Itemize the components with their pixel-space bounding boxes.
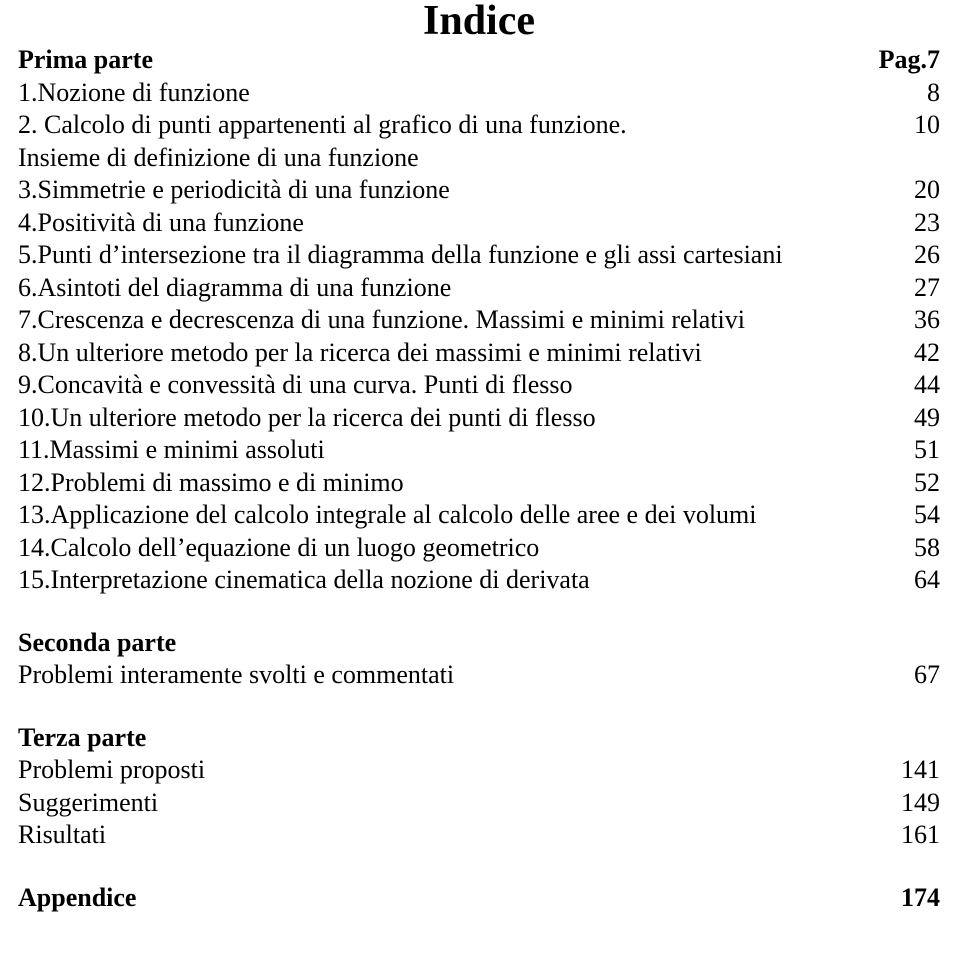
toc-row: 2. Calcolo di punti appartenenti al graf… (18, 109, 940, 142)
toc-label: 13.Applicazione del calcolo integrale al… (18, 499, 914, 532)
toc-row: Seconda parte (18, 627, 940, 660)
toc-page: 26 (914, 239, 940, 272)
toc-row: Suggerimenti149 (18, 787, 940, 820)
toc-row: 9.Concavità e convessità di una curva. P… (18, 369, 940, 402)
toc-label: 2. Calcolo di punti appartenenti al graf… (18, 109, 914, 142)
toc-label: 14.Calcolo dell’equazione di un luogo ge… (18, 532, 914, 565)
toc-row: Problemi interamente svolti e commentati… (18, 659, 940, 692)
toc-page: 44 (914, 369, 940, 402)
toc-label: 12.Problemi di massimo e di minimo (18, 467, 914, 500)
toc-page: 23 (914, 207, 940, 240)
toc-page: 42 (914, 337, 940, 370)
toc-page: 174 (901, 882, 940, 915)
toc-label: Insieme di definizione di una funzione (18, 142, 940, 175)
toc-row: Problemi proposti141 (18, 754, 940, 787)
toc-label: 6.Asintoti del diagramma di una funzione (18, 272, 914, 305)
gap (18, 597, 940, 627)
toc-row: 3.Simmetrie e periodicità di una funzion… (18, 174, 940, 207)
toc-page: 49 (914, 402, 940, 435)
toc-label: Seconda parte (18, 627, 940, 660)
toc-label: 11.Massimi e minimi assoluti (18, 434, 914, 467)
toc-rows: Prima partePag.71.Nozione di funzione82.… (18, 44, 940, 914)
toc-row: 15.Interpretazione cinematica della nozi… (18, 564, 940, 597)
toc-row: Risultati161 (18, 819, 940, 852)
toc-page: 10 (914, 109, 940, 142)
toc-label: Risultati (18, 819, 901, 852)
toc-label: 15.Interpretazione cinematica della nozi… (18, 564, 914, 597)
gap (18, 852, 940, 882)
toc-page: 58 (914, 532, 940, 565)
toc-label: Terza parte (18, 722, 940, 755)
toc-page: 67 (914, 659, 940, 692)
toc-row: 1.Nozione di funzione8 (18, 77, 940, 110)
toc-page: 27 (914, 272, 940, 305)
toc-label: Prima parte (18, 44, 879, 77)
toc-row: 8.Un ulteriore metodo per la ricerca dei… (18, 337, 940, 370)
toc-row: 6.Asintoti del diagramma di una funzione… (18, 272, 940, 305)
toc-row: Appendice174 (18, 882, 940, 915)
toc-label: 9.Concavità e convessità di una curva. P… (18, 369, 914, 402)
toc-row: 4.Positività di una funzione23 (18, 207, 940, 240)
toc-row: 5.Punti d’intersezione tra il diagramma … (18, 239, 940, 272)
toc-page: 8 (927, 77, 940, 110)
toc-row: 12.Problemi di massimo e di minimo52 (18, 467, 940, 500)
toc-row: Prima partePag.7 (18, 44, 940, 77)
toc-label: Appendice (18, 882, 901, 915)
toc-page: 20 (914, 174, 940, 207)
gap (18, 692, 940, 722)
toc-page: 51 (914, 434, 940, 467)
toc-label: Problemi proposti (18, 754, 901, 787)
toc-page: 52 (914, 467, 940, 500)
toc-row: 7.Crescenza e decrescenza di una funzion… (18, 304, 940, 337)
toc-label: 1.Nozione di funzione (18, 77, 927, 110)
toc-label: 3.Simmetrie e periodicità di una funzion… (18, 174, 914, 207)
toc-row: 10.Un ulteriore metodo per la ricerca de… (18, 402, 940, 435)
toc-label: 8.Un ulteriore metodo per la ricerca dei… (18, 337, 914, 370)
toc-label: 7.Crescenza e decrescenza di una funzion… (18, 304, 914, 337)
toc-row: Terza parte (18, 722, 940, 755)
toc-page: 36 (914, 304, 940, 337)
toc-label: Problemi interamente svolti e commentati (18, 659, 914, 692)
toc-label: Suggerimenti (18, 787, 901, 820)
toc-page: 161 (901, 819, 940, 852)
toc-row: 13.Applicazione del calcolo integrale al… (18, 499, 940, 532)
toc-page: 149 (901, 787, 940, 820)
toc-page: 141 (901, 754, 940, 787)
toc-label: 10.Un ulteriore metodo per la ricerca de… (18, 402, 914, 435)
toc-row: 11.Massimi e minimi assoluti51 (18, 434, 940, 467)
toc-row: Insieme di definizione di una funzione (18, 142, 940, 175)
toc-label: 5.Punti d’intersezione tra il diagramma … (18, 239, 914, 272)
page: Indice Prima partePag.71.Nozione di funz… (0, 0, 960, 954)
toc-page: 54 (914, 499, 940, 532)
toc-page: Pag.7 (879, 44, 940, 77)
toc-page: 64 (914, 564, 940, 597)
title: Indice (18, 0, 940, 42)
toc-row: 14.Calcolo dell’equazione di un luogo ge… (18, 532, 940, 565)
toc-label: 4.Positività di una funzione (18, 207, 914, 240)
